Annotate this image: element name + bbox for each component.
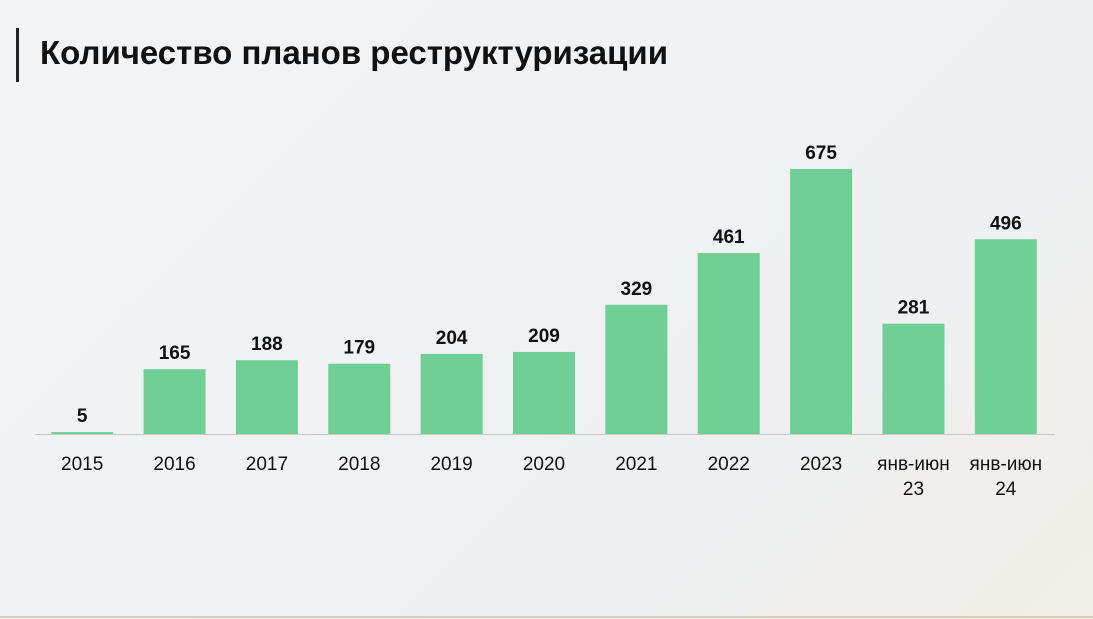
- bar: [974, 239, 1037, 434]
- title-accent: [16, 28, 19, 82]
- x-tick-label: 2020: [522, 454, 566, 475]
- data-label: 675: [805, 143, 837, 164]
- bar: [51, 432, 114, 434]
- chart-title: Количество планов реструктуризации: [40, 34, 668, 71]
- x-tick-label: 2015: [61, 454, 104, 475]
- data-label: 209: [528, 326, 560, 347]
- bar: [513, 351, 575, 434]
- data-label: 461: [713, 227, 745, 248]
- x-tick-label: янв-июн 23: [877, 454, 950, 500]
- data-label: 204: [436, 328, 468, 349]
- data-label: 179: [343, 338, 375, 359]
- x-tick-label: 2023: [799, 454, 843, 475]
- data-label: 281: [898, 298, 930, 319]
- data-label: 329: [621, 279, 653, 300]
- bar: [235, 360, 298, 434]
- data-label: 5: [77, 406, 88, 427]
- x-tick-label: 2021: [615, 454, 658, 475]
- x-tick-label: янв-июн 24: [969, 454, 1043, 500]
- data-label: 188: [251, 334, 283, 355]
- x-tick-label: 2018: [338, 454, 381, 475]
- x-tick-label: 2017: [245, 454, 289, 475]
- data-label: 165: [159, 343, 191, 364]
- bar: [605, 304, 668, 434]
- x-tick-label: 2019: [430, 454, 473, 475]
- x-tick-label: 2022: [707, 454, 750, 475]
- data-label: 496: [990, 213, 1022, 234]
- bar: [697, 253, 760, 434]
- bar: [143, 369, 206, 434]
- bar: [328, 363, 391, 434]
- bar: [790, 169, 853, 434]
- bar: [882, 323, 945, 434]
- x-tick-label: 2016: [153, 454, 196, 475]
- bar: [420, 353, 483, 434]
